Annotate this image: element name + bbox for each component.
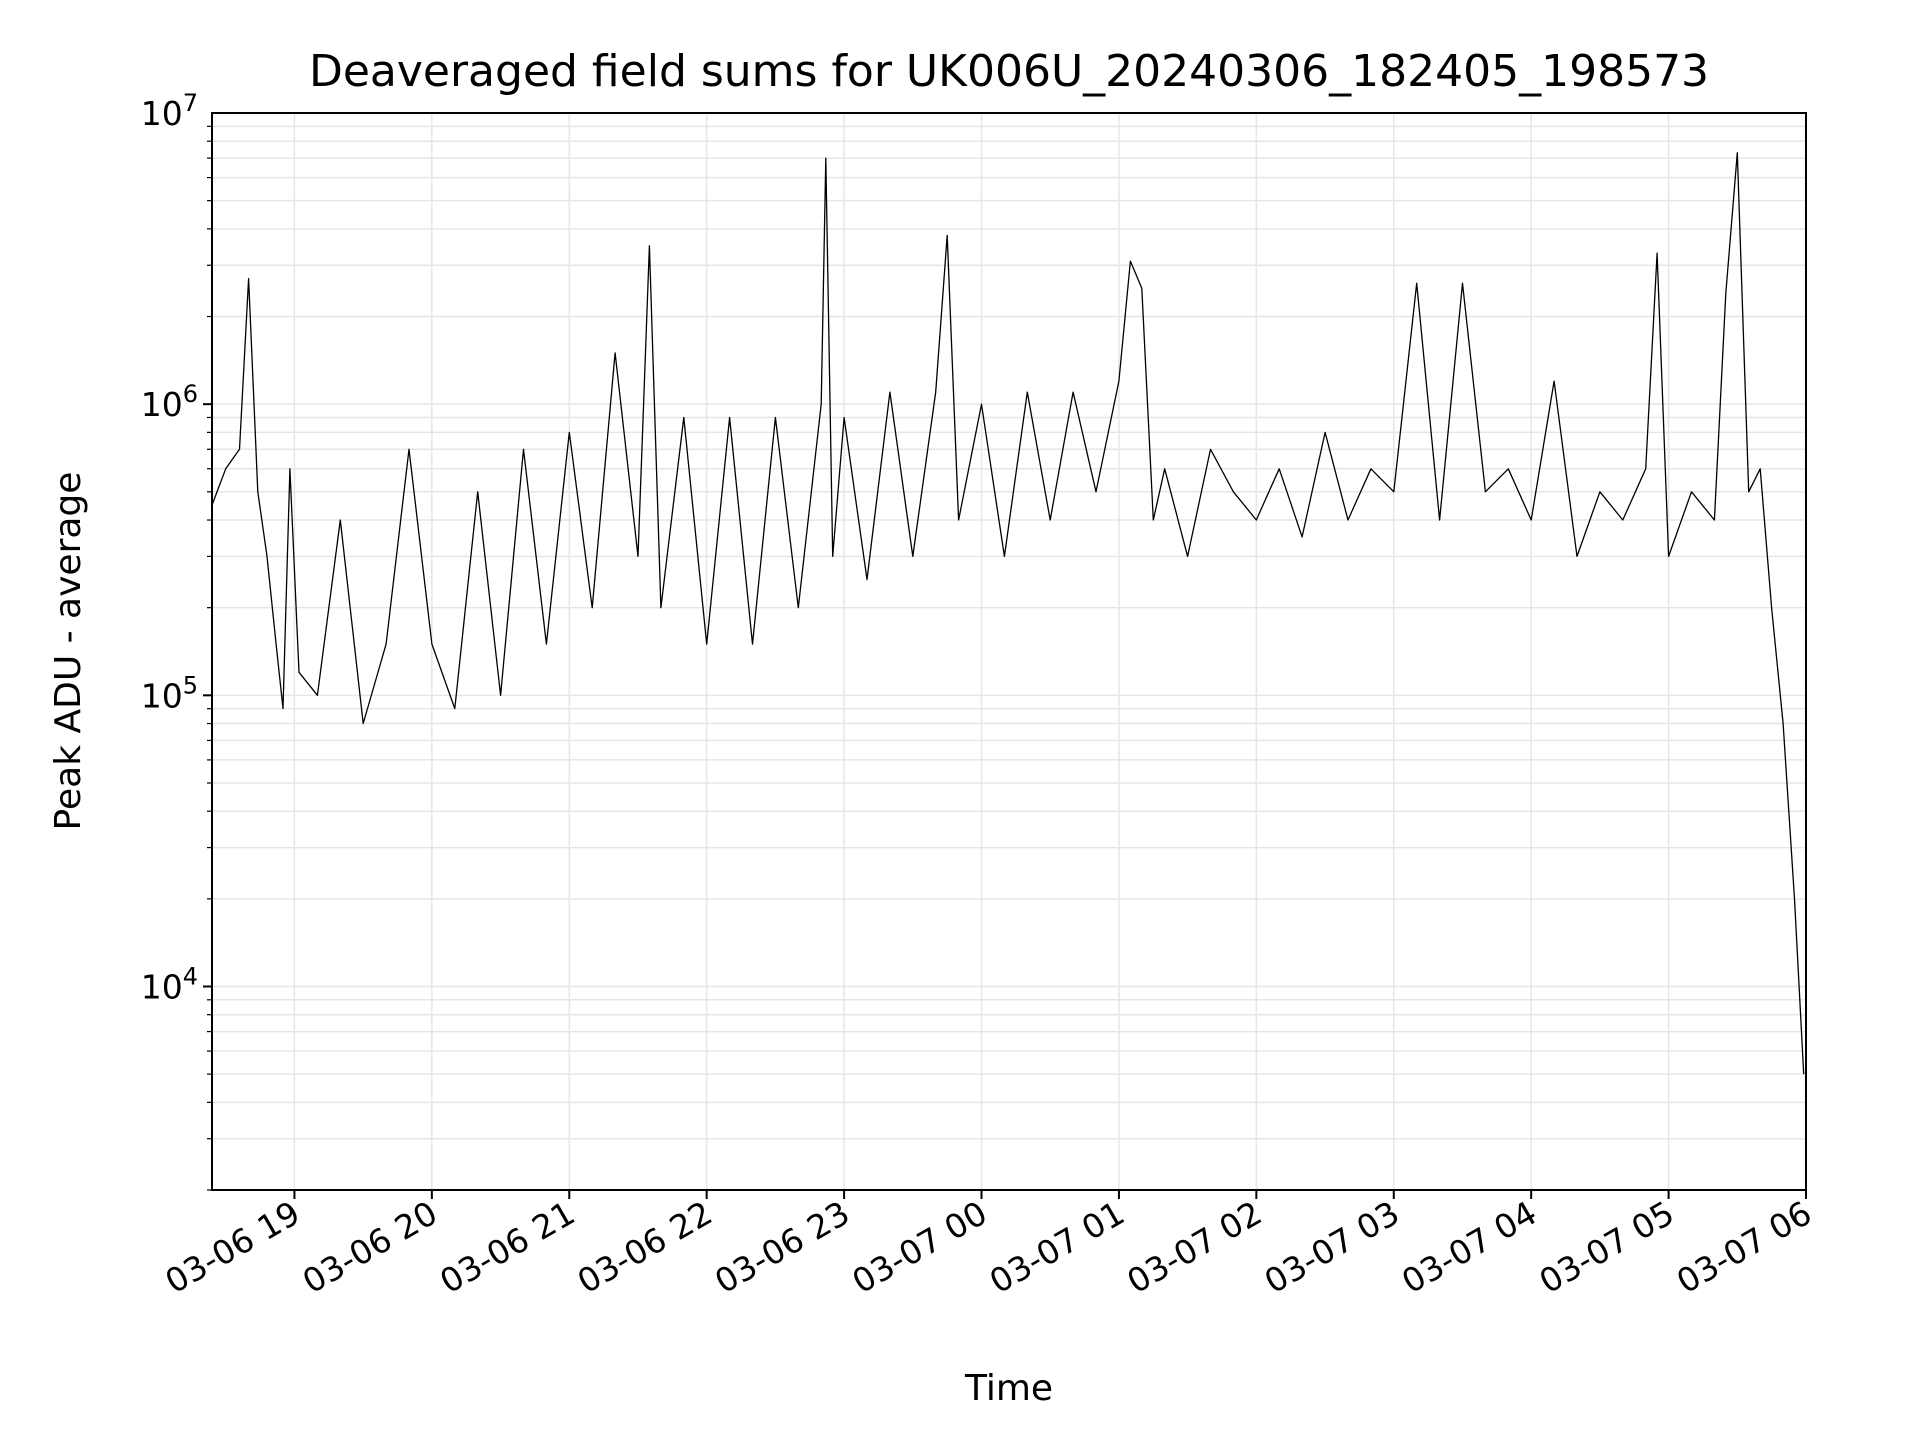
series-layer xyxy=(211,152,1805,1075)
grid xyxy=(212,113,1807,1191)
y-tick-base: 10 xyxy=(141,385,183,424)
y-tick-base: 10 xyxy=(141,676,183,715)
chart-title: Deaveraged field sums for UK006U_2024030… xyxy=(309,46,1709,97)
y-tick-label: 107 xyxy=(141,89,198,133)
y-tick-exponent: 7 xyxy=(183,89,198,117)
data-line xyxy=(211,152,1805,1075)
x-axis-label: Time xyxy=(964,1368,1053,1409)
y-tick-label: 105 xyxy=(141,671,198,715)
y-tick-base: 10 xyxy=(141,94,183,133)
y-tick-label: 106 xyxy=(141,380,198,424)
y-tick-exponent: 4 xyxy=(183,962,198,990)
y-tick-exponent: 5 xyxy=(183,671,198,699)
plot-frame xyxy=(211,112,1807,1191)
y-tick-base: 10 xyxy=(141,967,183,1006)
y-tick-exponent: 6 xyxy=(183,380,198,408)
y-axis-label: Peak ADU - average xyxy=(48,472,89,831)
y-tick-label: 104 xyxy=(141,962,198,1006)
